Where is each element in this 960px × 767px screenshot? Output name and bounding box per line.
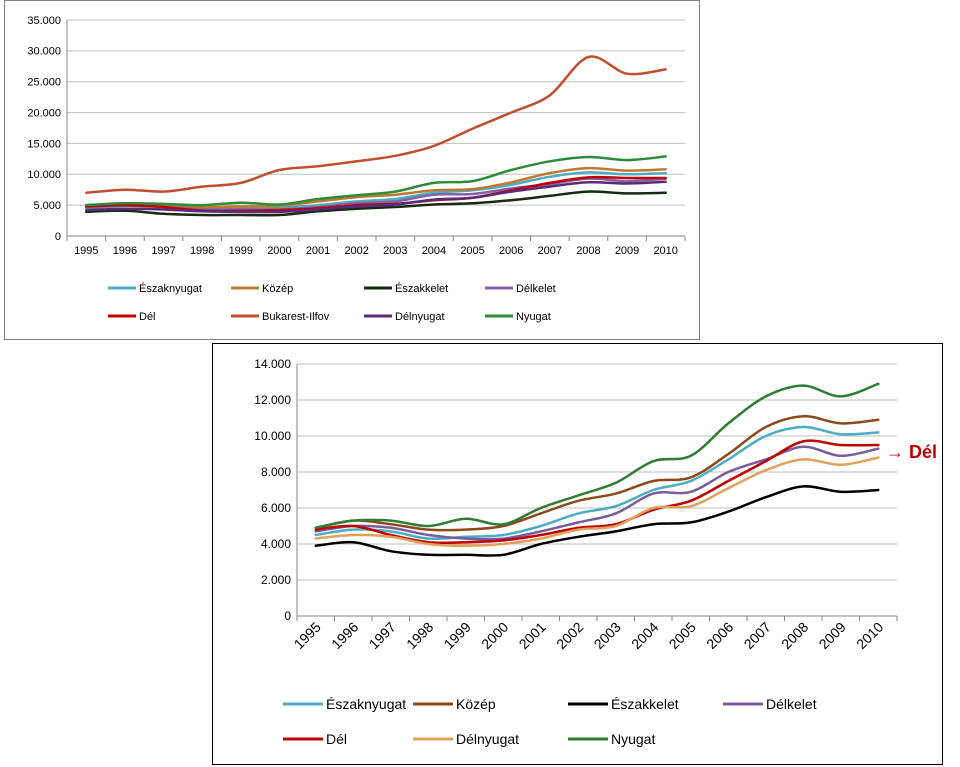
y-tick-label: 10.000 xyxy=(254,429,291,443)
legend-label: Délkelet xyxy=(766,696,817,712)
y-tick-label: 30.000 xyxy=(27,46,61,58)
legend-label: Délkelet xyxy=(516,283,556,295)
x-tick-label: 2006 xyxy=(499,245,523,257)
y-tick-label: 14.000 xyxy=(254,357,291,371)
x-tick-label: 2009 xyxy=(615,245,639,257)
y-tick-label: 8.000 xyxy=(261,465,291,479)
x-tick-label: 2008 xyxy=(778,619,811,652)
legend-label: Északnyugat xyxy=(326,696,406,712)
x-tick-label: 2007 xyxy=(741,619,774,652)
y-tick-label: 0 xyxy=(55,231,61,243)
legend-label: Északnyugat xyxy=(139,282,202,295)
series-line-6 xyxy=(85,180,667,214)
chart-top-svg: 0 5.000 10.000 15.000 20.000 25.000 30.000 35.0… xyxy=(27,15,686,323)
legend-label: Délnyugat xyxy=(456,731,519,747)
x-tick-label: 1997 xyxy=(366,619,399,652)
chart-bottom: 0 2.000 4.000 6.000 8.000 10.000 12.000 14.000 1… xyxy=(212,343,943,765)
legend-label: Közép xyxy=(456,696,496,712)
series-line-2 xyxy=(314,485,880,557)
series-line-5 xyxy=(85,55,667,195)
series-line-0 xyxy=(314,425,880,541)
x-tick-label: 2002 xyxy=(553,619,586,652)
x-tick-label: 1999 xyxy=(441,619,474,652)
x-tick-label: 2001 xyxy=(306,245,330,257)
y-tick-label: 0 xyxy=(284,609,291,623)
legend-label: Dél xyxy=(139,311,156,323)
y-tick-label: 4.000 xyxy=(261,537,291,551)
legend-label: Közép xyxy=(262,283,293,295)
series-line-7 xyxy=(85,155,667,207)
x-tick-label: 1997 xyxy=(151,245,175,257)
x-tick-label: 1998 xyxy=(190,245,214,257)
y-tick-label: 12.000 xyxy=(254,393,291,407)
legend-label: Dél xyxy=(326,731,347,747)
y-tick-label: 6.000 xyxy=(261,501,291,515)
x-tick-label: 2003 xyxy=(591,619,624,652)
x-tick-label: 2005 xyxy=(666,619,699,652)
series-line-5 xyxy=(314,456,880,548)
legend-label: Bukarest-Ilfov xyxy=(262,311,330,323)
x-tick-label: 2004 xyxy=(628,619,661,652)
x-tick-label: 2002 xyxy=(344,245,368,257)
series-line-3 xyxy=(314,445,880,541)
y-tick-label: 35.000 xyxy=(27,15,61,27)
y-tick-label: 5.000 xyxy=(33,200,61,212)
x-tick-label: 1995 xyxy=(291,619,324,652)
x-tick-label: 2007 xyxy=(538,245,562,257)
x-tick-label: 2003 xyxy=(383,245,407,257)
x-tick-label: 2006 xyxy=(703,619,736,652)
series-line-6 xyxy=(314,382,880,530)
y-tick-label: 25.000 xyxy=(27,77,61,89)
series-line-1 xyxy=(314,414,880,532)
x-tick-label: 1995 xyxy=(74,245,98,257)
x-tick-label: 1996 xyxy=(113,245,137,257)
x-tick-label: 2005 xyxy=(460,245,484,257)
x-tick-label: 2009 xyxy=(816,619,849,652)
x-tick-label: 2010 xyxy=(853,619,886,652)
x-tick-label: 2004 xyxy=(422,245,446,257)
legend-label: Nyugat xyxy=(611,731,655,747)
x-tick-label: 2001 xyxy=(516,619,549,652)
y-tick-label: 2.000 xyxy=(261,573,291,587)
x-tick-label: 1999 xyxy=(229,245,253,257)
legend-label: Északkelet xyxy=(395,282,448,295)
x-tick-label: 2008 xyxy=(576,245,600,257)
x-tick-label: 1996 xyxy=(328,619,361,652)
y-tick-label: 15.000 xyxy=(27,138,61,150)
legend-label: Nyugat xyxy=(516,311,551,323)
series-line-2 xyxy=(85,190,667,217)
annotation-del-arrow: → Dél xyxy=(886,442,938,462)
y-tick-label: 10.000 xyxy=(27,169,61,181)
x-tick-label: 2000 xyxy=(478,619,511,652)
y-tick-label: 20.000 xyxy=(27,107,61,119)
legend-label: Északkelet xyxy=(611,696,679,712)
x-tick-label: 2000 xyxy=(267,245,291,257)
x-tick-label: 2010 xyxy=(653,245,677,257)
legend-label: Délnyugat xyxy=(395,311,445,323)
x-tick-label: 1998 xyxy=(403,619,436,652)
chart-top: 0 5.000 10.000 15.000 20.000 25.000 30.000 35.0… xyxy=(4,0,700,340)
chart-bottom-svg: 0 2.000 4.000 6.000 8.000 10.000 12.000 14.000 1… xyxy=(254,357,898,747)
